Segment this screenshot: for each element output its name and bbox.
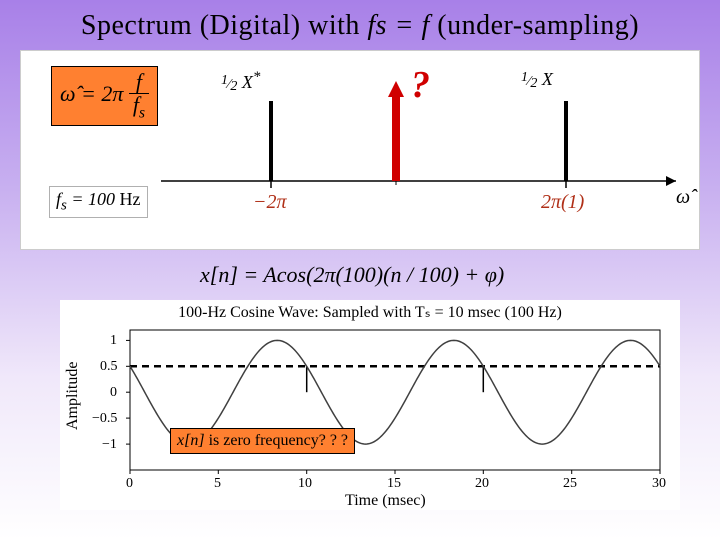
slide-title: Spectrum (Digital) with fs = f (under-sa… [0, 10, 720, 42]
right-spike-label: 1⁄2 X [521, 69, 553, 92]
xtick-10: 10 [298, 476, 312, 492]
ytick-0p5: 0.5 [100, 359, 118, 375]
xtick-25: 25 [563, 476, 577, 492]
question-mark: ? [411, 63, 430, 107]
xlabel: Time (msec) [345, 492, 426, 510]
title-fs-eq-f: fs = f [367, 10, 429, 41]
ytick-1: 1 [110, 333, 117, 349]
xtick-30: 30 [652, 476, 666, 492]
zero-freq-note: x[n] is zero frequency? ? ? [170, 428, 355, 454]
left-spike-label: 1⁄2 X* [221, 69, 260, 95]
xtick-20: 20 [475, 476, 489, 492]
time-plot: 100-Hz Cosine Wave: Sampled with Tₛ = 10… [60, 300, 680, 510]
spectrum-diagram: ω̂ = 2π f fs fs = 100 Hz 1⁄2 X* 1⁄2 X [20, 50, 700, 250]
title-prefix: Spectrum (Digital) with [81, 10, 368, 41]
spectrum-axis-svg [21, 51, 701, 251]
ytick-m0p5: −0.5 [92, 411, 117, 427]
xn-equation: x[n] = Acos(2π(100)(n / 100) + φ) [200, 262, 504, 288]
xtick-5: 5 [214, 476, 221, 492]
xtick-15: 15 [387, 476, 401, 492]
omega-hat-axis-label: ω̂ [676, 186, 690, 209]
ytick-m1: −1 [102, 437, 117, 453]
left-tick-label: −2π [253, 191, 287, 214]
right-tick-label: 2π(1) [541, 191, 584, 214]
time-plot-svg [60, 300, 680, 510]
xtick-0: 0 [126, 476, 133, 492]
title-suffix: (under-sampling) [430, 10, 639, 41]
ytick-0: 0 [110, 385, 117, 401]
ylabel: Amplitude [64, 362, 82, 430]
zero-freq-note-xn: x[n] [177, 432, 205, 449]
zero-freq-note-rest: is zero frequency? ? ? [205, 432, 348, 449]
